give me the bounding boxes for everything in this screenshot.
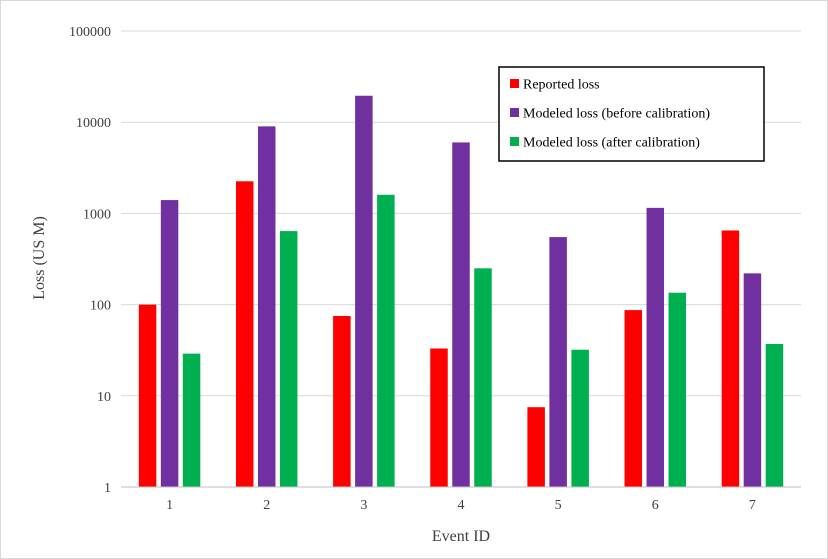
bar-2-event-7 <box>743 273 762 487</box>
bar-3-event-1 <box>182 353 201 487</box>
legend-swatch <box>510 137 519 146</box>
y-tick-label: 10 <box>97 390 111 405</box>
y-tick-label: 1 <box>104 481 111 496</box>
legend-label: Modeled loss (after calibration) <box>523 136 700 151</box>
bar-1-event-5 <box>527 407 545 487</box>
y-tick-label: 100000 <box>69 25 111 40</box>
bar-2-event-3 <box>355 95 373 487</box>
legend-swatch <box>510 108 519 117</box>
bars <box>138 95 784 488</box>
bar-1-event-7 <box>721 230 740 488</box>
x-tick-label: 7 <box>749 498 756 513</box>
y-tick-label: 10000 <box>76 116 111 131</box>
legend: Reported loss Modeled loss (before calibr… <box>498 66 765 162</box>
legend-swatch <box>510 79 519 88</box>
axes: 1 10 100 1000 10000 100000 1 2 3 4 5 6 7 <box>69 25 801 513</box>
legend-box <box>498 66 765 162</box>
x-tick-label: 2 <box>263 498 270 513</box>
bar-3-event-3 <box>377 194 395 488</box>
legend-label: Reported loss <box>523 78 600 93</box>
bar-3-event-7 <box>765 343 784 487</box>
x-tick-label: 1 <box>166 498 173 513</box>
x-tick-label: 5 <box>555 498 562 513</box>
x-tick-label: 3 <box>360 498 367 513</box>
x-tick-label: 6 <box>652 498 659 513</box>
bar-2-event-5 <box>549 237 567 487</box>
legend-label: Modeled loss (before calibration) <box>523 107 710 122</box>
bar-1-event-6 <box>624 310 643 487</box>
bar-3-event-5 <box>571 349 589 487</box>
bar-3-event-6 <box>668 292 687 487</box>
bar-1-event-1 <box>138 304 157 487</box>
bar-2-event-6 <box>646 207 665 487</box>
bar-2-event-1 <box>160 200 179 487</box>
bar-3-event-4 <box>474 268 492 487</box>
bar-3-event-2 <box>279 231 298 487</box>
y-tick-label: 100 <box>90 299 111 314</box>
bar-1-event-3 <box>333 315 351 487</box>
bar-2-event-2 <box>257 126 276 488</box>
bar-2-event-4 <box>452 142 470 487</box>
y-tick-label: 1000 <box>83 207 111 222</box>
bar-1-event-2 <box>235 181 254 488</box>
bar-1-event-4 <box>430 348 448 487</box>
x-axis-title: Event ID <box>432 528 490 545</box>
x-tick-label: 4 <box>458 498 465 513</box>
y-axis-title: Loss (US M) <box>31 216 48 300</box>
